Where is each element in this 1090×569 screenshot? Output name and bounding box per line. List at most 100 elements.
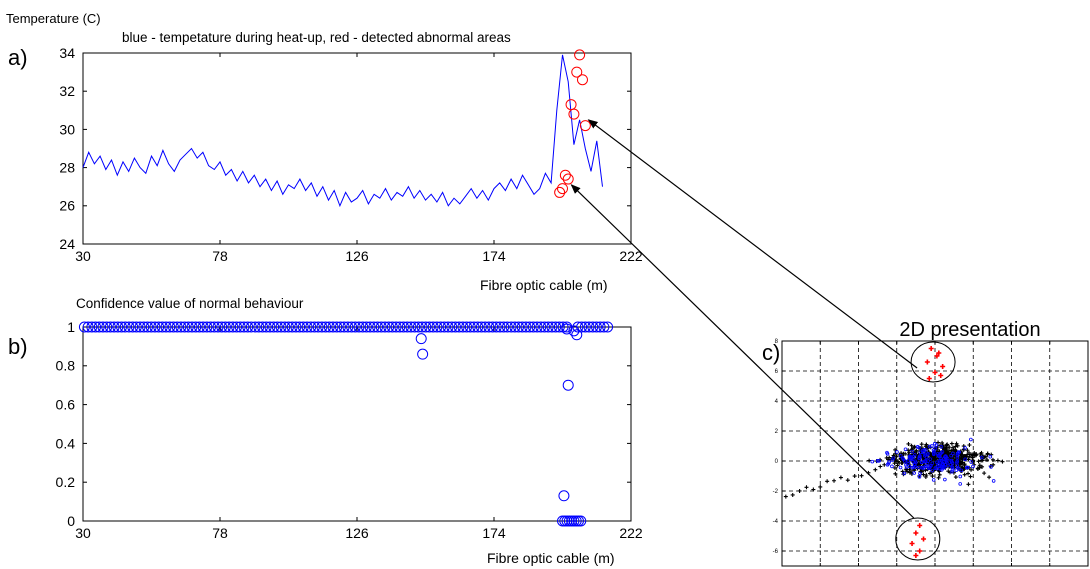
confidence-point	[394, 321, 406, 333]
confidence-point	[234, 321, 246, 333]
x-tick-label: 174	[482, 525, 506, 541]
confidence-point	[390, 321, 402, 333]
arrow-lower-cluster	[570, 184, 915, 519]
confidence-point	[475, 321, 487, 333]
abnormal-point	[557, 183, 568, 195]
y-tick-label: 0.6	[56, 397, 76, 413]
normal-point	[838, 475, 843, 480]
normal-point	[892, 461, 897, 466]
confidence-point	[501, 321, 513, 333]
normal-point-blue	[887, 460, 891, 464]
abnormal-point	[554, 186, 566, 198]
confidence-point	[349, 321, 361, 333]
normal-point	[962, 472, 967, 477]
abnormal-point	[571, 66, 583, 78]
confidence-point	[509, 321, 521, 333]
confidence-point	[398, 321, 410, 333]
normal-point-blue	[910, 465, 915, 470]
normal-point-blue	[912, 453, 917, 457]
normal-point	[790, 492, 795, 497]
abnormal-cluster-ring	[895, 517, 941, 561]
confidence-point	[379, 321, 391, 333]
normal-point	[845, 478, 850, 483]
confidence-point	[190, 321, 202, 333]
abnormal-point	[576, 74, 588, 86]
confidence-point	[104, 321, 116, 333]
normal-point	[873, 467, 878, 472]
confidence-point	[464, 321, 476, 333]
abnormal-point	[921, 536, 927, 542]
confidence-point	[216, 321, 228, 333]
normal-point	[825, 479, 830, 484]
confidence-point	[542, 321, 554, 333]
confidence-point	[127, 321, 139, 333]
confidence-point	[179, 321, 191, 333]
y-tick-label: 26	[59, 198, 75, 214]
normal-point-blue	[913, 464, 918, 469]
normal-point-blue	[912, 471, 916, 475]
normal-point	[859, 473, 864, 478]
confidence-point	[446, 321, 458, 333]
confidence-point	[101, 321, 113, 333]
abnormal-point	[917, 523, 923, 528]
normal-point	[895, 463, 900, 468]
normal-point-blue	[890, 464, 894, 469]
confidence-point	[275, 321, 287, 333]
confidence-point	[375, 321, 387, 333]
y-tick-label: -4	[773, 519, 779, 525]
normal-point	[893, 471, 898, 476]
confidence-point	[364, 321, 376, 333]
confidence-point	[561, 323, 573, 335]
normal-point-blue	[907, 464, 912, 469]
normal-point-blue	[940, 450, 945, 454]
normal-point-blue	[919, 465, 924, 470]
normal-point	[965, 448, 970, 453]
y-tick-label: 8	[775, 339, 779, 345]
confidence-point	[331, 321, 343, 333]
confidence-point	[442, 321, 454, 333]
confidence-point	[93, 321, 105, 333]
confidence-point	[323, 321, 335, 333]
normal-point-blue	[898, 454, 903, 458]
confidence-point	[279, 321, 291, 333]
confidence-point	[301, 321, 313, 333]
normal-point	[878, 464, 883, 469]
confidence-point	[417, 348, 429, 360]
normal-point-blue	[906, 459, 910, 463]
confidence-point	[134, 321, 146, 333]
confidence-point	[297, 321, 309, 333]
confidence-point	[327, 321, 339, 333]
confidence-point	[153, 321, 165, 333]
confidence-point	[412, 321, 424, 333]
normal-point	[975, 466, 980, 471]
confidence-point	[119, 321, 131, 333]
normal-point	[947, 445, 952, 450]
normal-point	[914, 449, 919, 454]
normal-point	[954, 441, 959, 446]
confidence-point	[535, 321, 547, 333]
normal-point	[936, 440, 941, 445]
confidence-point	[457, 321, 469, 333]
normal-point-blue	[918, 471, 922, 476]
normal-point-blue	[943, 454, 948, 458]
normal-point	[940, 440, 945, 445]
confidence-point	[420, 321, 432, 333]
confidence-point	[449, 321, 461, 333]
confidence-point	[435, 321, 447, 333]
confidence-point	[193, 321, 205, 333]
normal-point	[931, 456, 936, 461]
confidence-point	[212, 321, 224, 333]
abnormal-cluster-ring	[910, 341, 956, 383]
normal-point	[967, 454, 972, 459]
abnormal-point	[928, 346, 934, 351]
confidence-point	[583, 321, 595, 333]
confidence-point	[342, 321, 354, 333]
normal-point-blue	[920, 460, 924, 464]
normal-point	[783, 494, 788, 499]
normal-point-blue	[924, 448, 928, 452]
plot-frame	[82, 326, 632, 522]
normal-point	[967, 442, 972, 447]
confidence-point	[520, 321, 532, 333]
x-tick-label: 78	[212, 248, 228, 264]
confidence-point	[268, 321, 280, 333]
